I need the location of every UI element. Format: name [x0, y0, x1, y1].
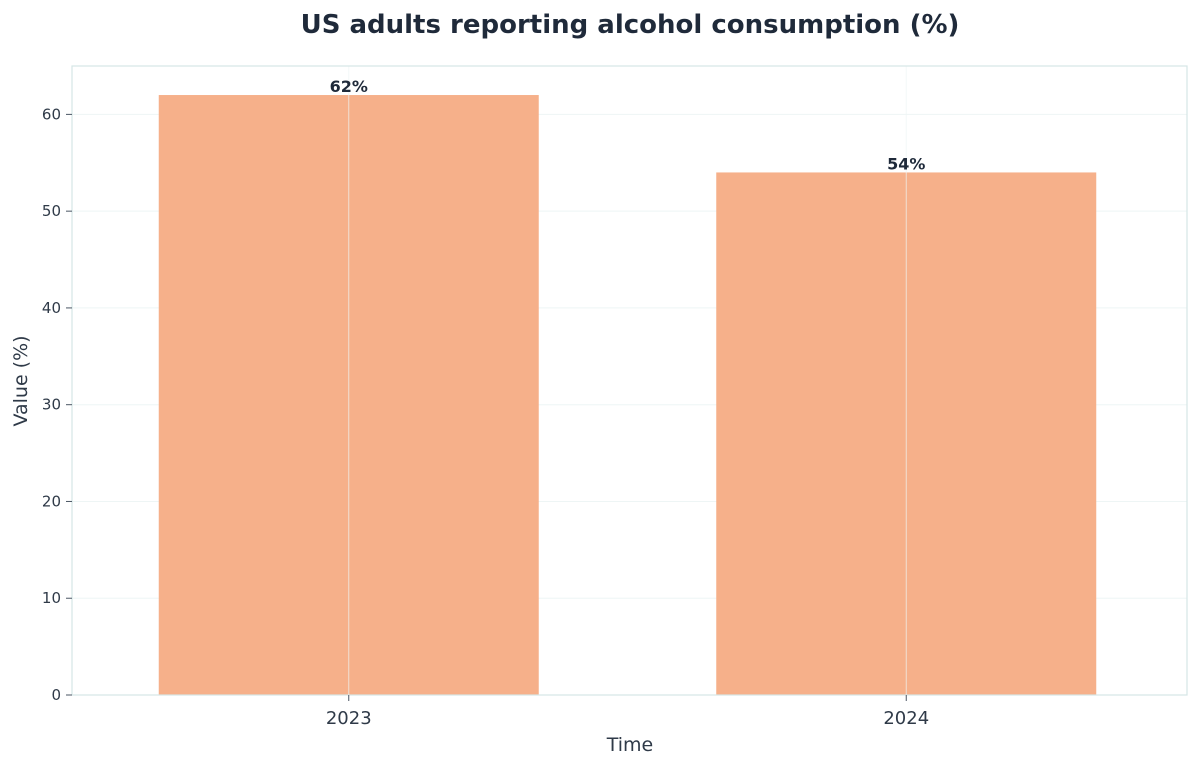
y-tick-label: 40 — [42, 299, 61, 317]
x-ticks: 2023 2024 — [326, 695, 929, 729]
x-tick-label: 2023 — [326, 708, 372, 729]
y-tick-label: 10 — [42, 589, 61, 607]
y-tick-label: 0 — [51, 686, 61, 704]
plot-frame — [71, 65, 1188, 696]
vertical-grid-lines — [348, 66, 907, 695]
y-tick-label: 20 — [42, 492, 61, 510]
bars — [158, 95, 1097, 696]
y-tick-label: 50 — [42, 202, 61, 220]
y-tick-label: 60 — [42, 105, 61, 123]
chart-title: US adults reporting alcohol consumption … — [301, 10, 960, 40]
axes — [71, 65, 1188, 696]
y-axis-label: Value (%) — [10, 335, 32, 426]
y-ticks: 0 10 20 30 40 50 60 — [42, 105, 72, 704]
data-label: 54% — [887, 154, 925, 173]
y-tick-label: 30 — [42, 396, 61, 414]
x-axis-label: Time — [606, 734, 654, 756]
x-tick-label: 2024 — [883, 708, 929, 729]
data-labels: 62% 54% — [330, 77, 926, 173]
data-label: 62% — [330, 77, 368, 96]
